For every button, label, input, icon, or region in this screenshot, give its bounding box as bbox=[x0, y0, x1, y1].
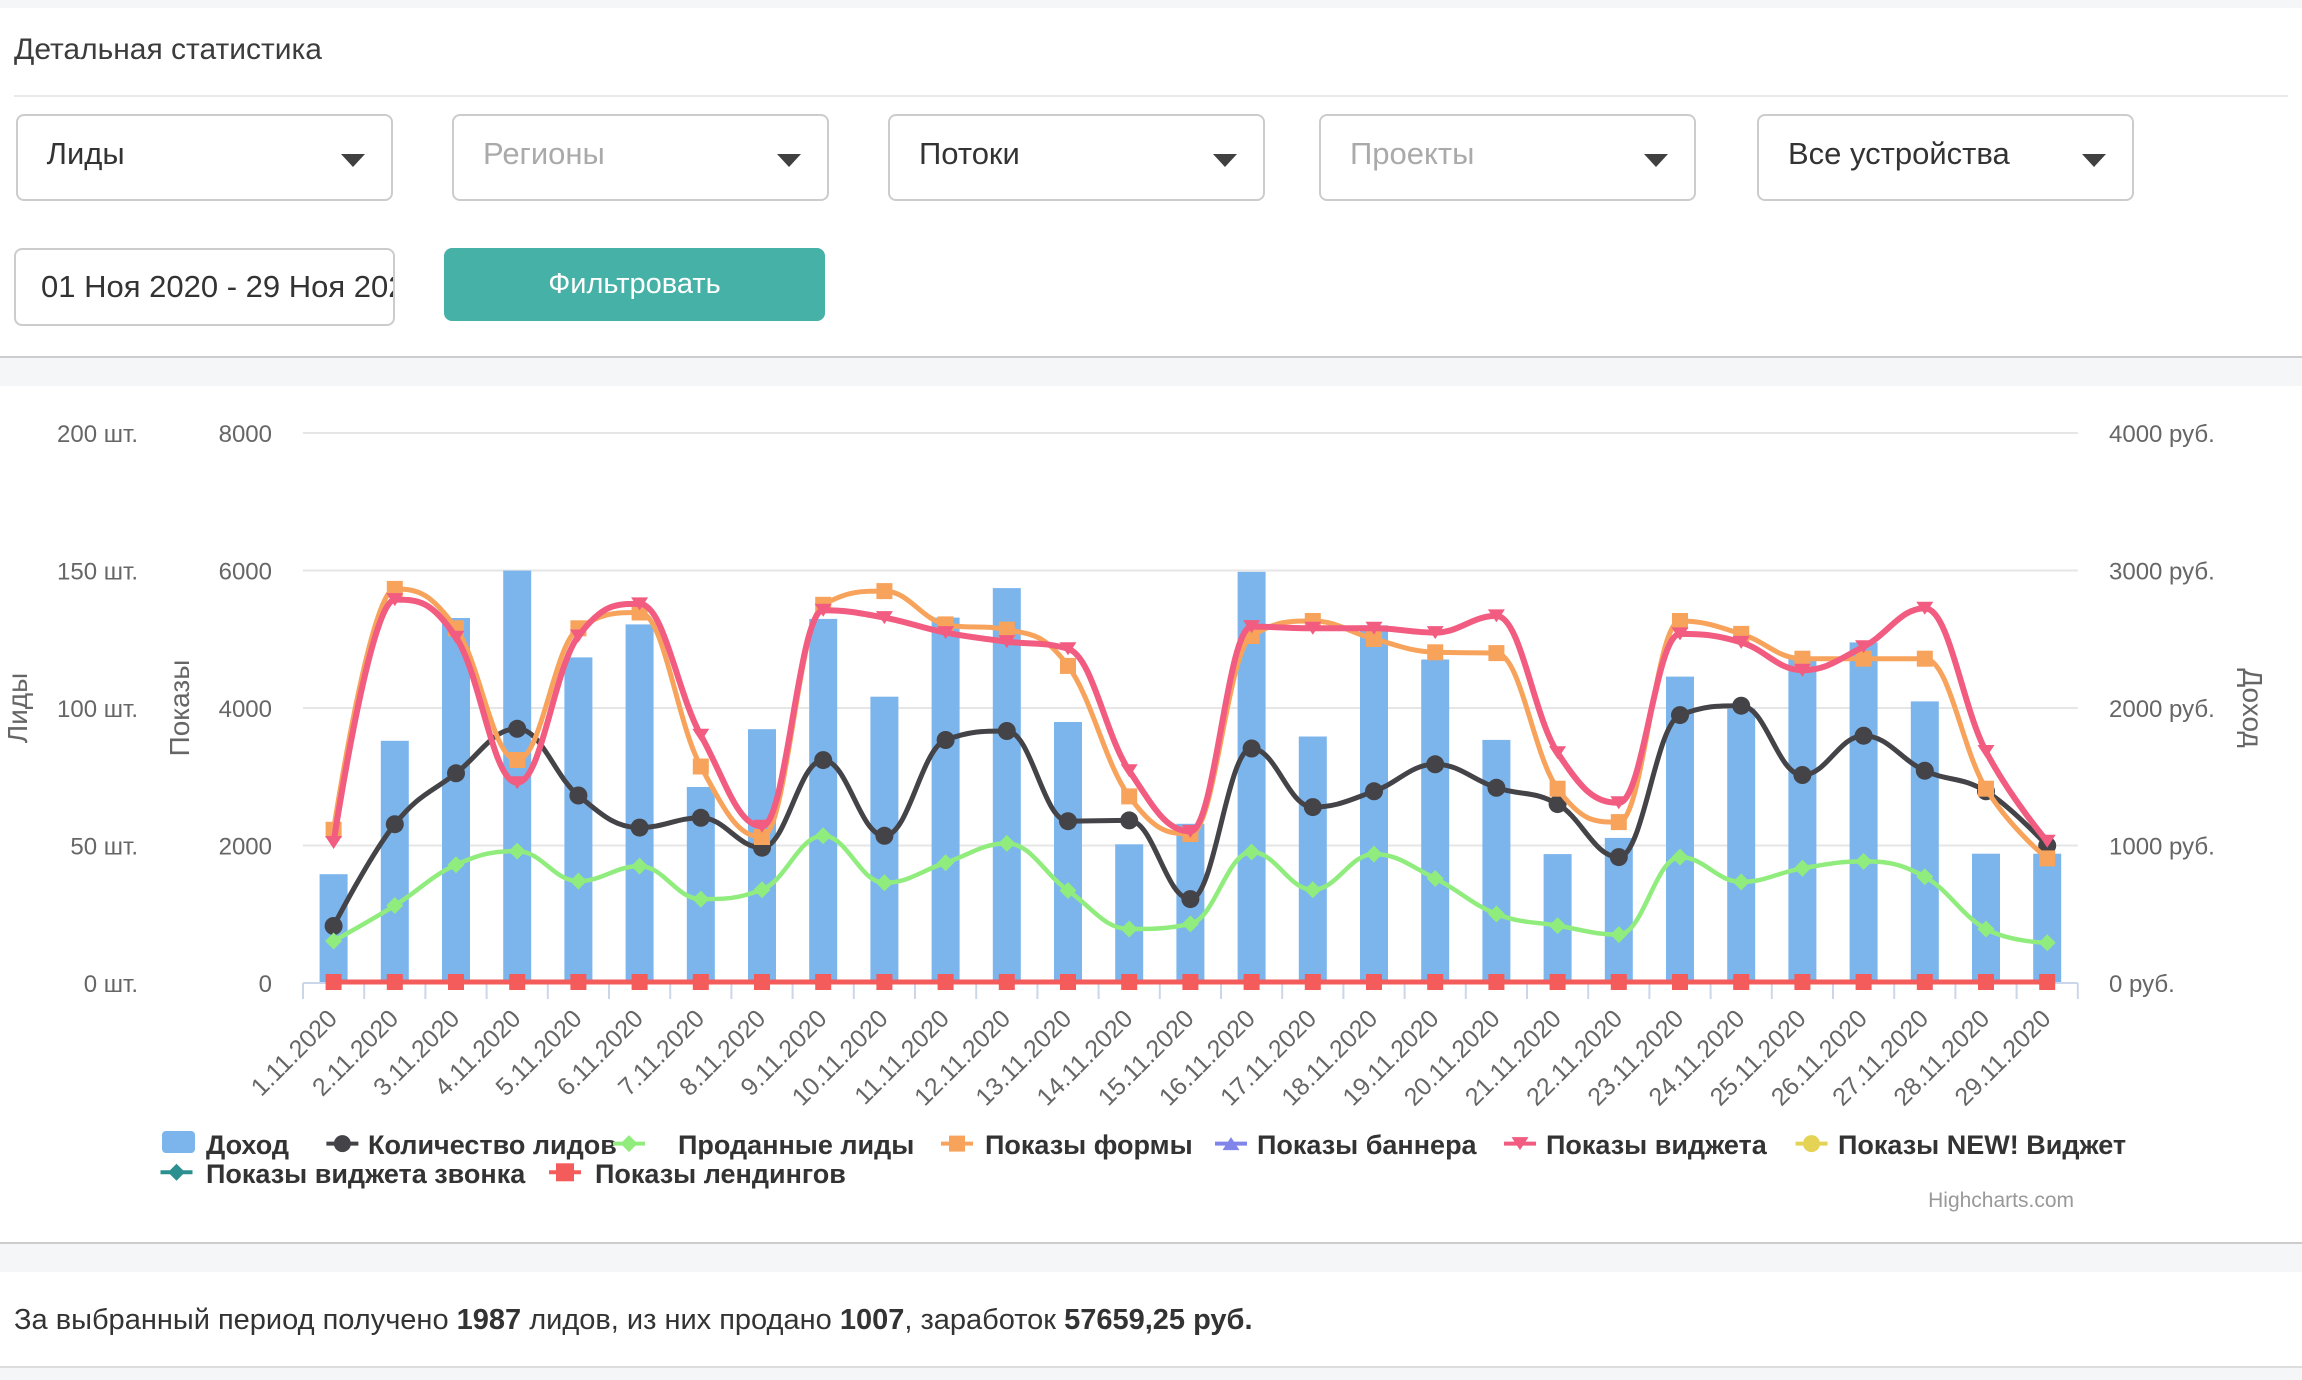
svg-text:2000: 2000 bbox=[219, 834, 272, 861]
svg-text:Показы лендингов: Показы лендингов bbox=[595, 1159, 846, 1189]
svg-text:Лиды: Лиды bbox=[2, 673, 33, 743]
svg-text:Показы NEW! Виджет: Показы NEW! Виджет bbox=[1838, 1130, 2126, 1160]
svg-text:8000: 8000 bbox=[219, 421, 272, 448]
svg-text:50 шт.: 50 шт. bbox=[70, 834, 138, 861]
svg-text:Проданные лиды: Проданные лиды bbox=[678, 1130, 914, 1160]
svg-text:2000 руб.: 2000 руб. bbox=[2109, 696, 2215, 723]
svg-text:4000 руб.: 4000 руб. bbox=[2109, 421, 2215, 448]
svg-text:Показы виджета звонка: Показы виджета звонка bbox=[206, 1159, 526, 1189]
svg-text:Показы формы: Показы формы bbox=[985, 1130, 1193, 1160]
svg-text:100 шт.: 100 шт. bbox=[57, 696, 138, 723]
svg-text:6000: 6000 bbox=[219, 559, 272, 586]
svg-text:200 шт.: 200 шт. bbox=[57, 421, 138, 448]
svg-text:0 шт.: 0 шт. bbox=[84, 971, 138, 998]
svg-text:Количество лидов: Количество лидов bbox=[368, 1130, 617, 1160]
svg-text:3000 руб.: 3000 руб. bbox=[2109, 559, 2215, 586]
svg-text:Доход: Доход bbox=[206, 1130, 289, 1160]
svg-text:Показы виджета: Показы виджета bbox=[1546, 1130, 1768, 1160]
svg-text:0 руб.: 0 руб. bbox=[2109, 971, 2175, 998]
svg-text:Показы баннера: Показы баннера bbox=[1257, 1130, 1478, 1160]
svg-text:Показы: Показы bbox=[164, 660, 195, 757]
svg-text:1000 руб.: 1000 руб. bbox=[2109, 834, 2215, 861]
svg-text:4000: 4000 bbox=[219, 696, 272, 723]
svg-text:Доход: Доход bbox=[2237, 668, 2268, 748]
svg-text:150 шт.: 150 шт. bbox=[57, 559, 138, 586]
svg-text:Highcharts.com: Highcharts.com bbox=[1928, 1189, 2074, 1212]
svg-text:0: 0 bbox=[259, 971, 272, 998]
